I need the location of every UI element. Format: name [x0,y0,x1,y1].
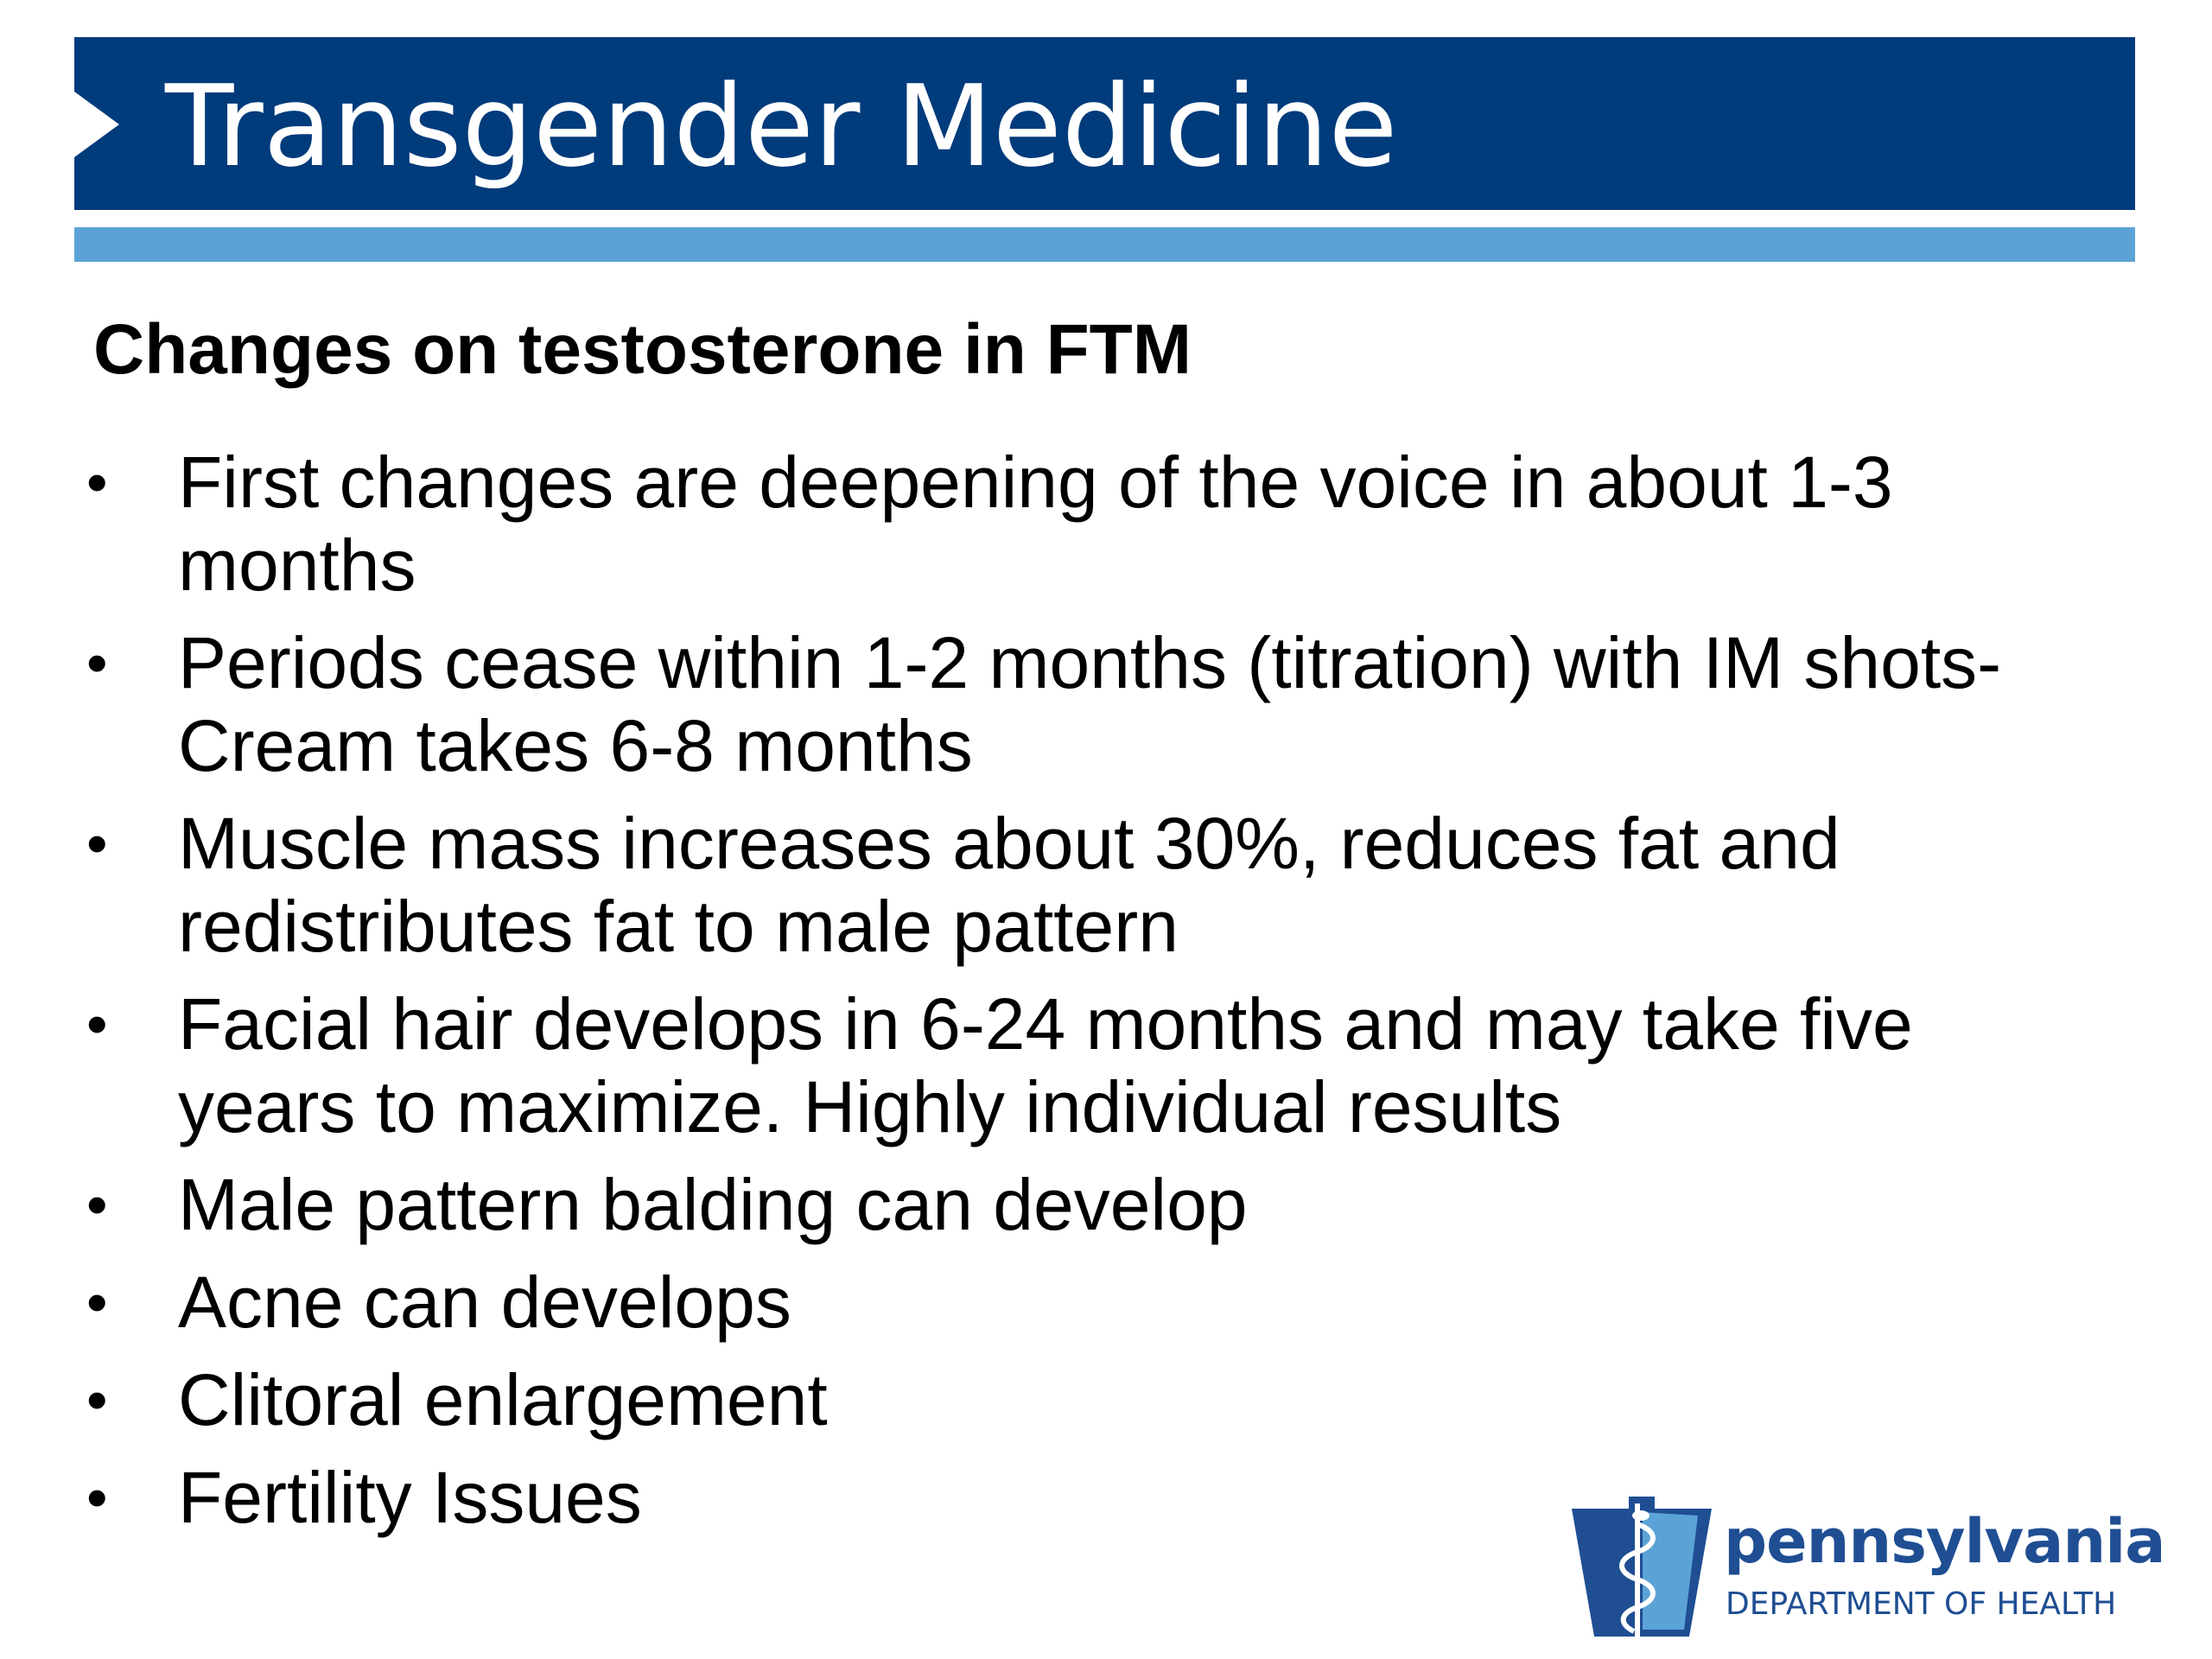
bullet-item: • Acne can develops [86,1261,2091,1344]
bullet-dot-icon: • [86,1464,108,1531]
bullet-text-line: Clitoral enlargement [178,1359,828,1440]
bullet-item: • Facial hair develops in 6-24 months and… [86,982,2091,1148]
bullet-text-line: years to maximize. Highly individual res… [178,1066,1562,1147]
slide-subtitle: Changes on testosterone in FTM [93,310,1192,389]
accent-bar [74,227,2135,262]
bullet-dot-icon: • [86,1366,108,1433]
title-arrow-icon [74,92,119,157]
bullet-text-line: Male pattern balding can develop [178,1164,1248,1245]
bullet-dot-icon: • [86,629,108,696]
bullet-list: • First changes are deepening of the voic… [86,441,2091,1554]
bullet-text-line: Cream takes 6-8 months [178,705,973,786]
bullet-text-line: Fertility Issues [178,1457,642,1538]
bullet-text-line: months [178,524,416,606]
logo-wordmark: pennsylvania [1724,1506,2165,1577]
bullet-dot-icon: • [86,1171,108,1238]
bullet-item: • Male pattern balding can develop [86,1163,2091,1246]
logo-subtitle: DEPARTMENT OF HEALTH [1726,1586,2117,1622]
bullet-text-line: First changes are deepening of the voice… [178,442,1893,523]
bullet-item: • Fertility Issues [86,1456,2091,1539]
slide-title: Transgender Medicine [165,60,1398,192]
bullet-item: • Periods cease within 1-2 months (titrat… [86,621,2091,787]
bullet-dot-icon: • [86,448,108,516]
bullet-item: • Muscle mass increases about 30%, reduce… [86,802,2091,968]
bullet-text-line: Facial hair develops in 6-24 months and … [178,983,1913,1065]
bullet-dot-icon: • [86,810,108,877]
bullet-text-line: Muscle mass increases about 30%, reduces… [178,803,1840,884]
bullet-item: • First changes are deepening of the voic… [86,441,2091,607]
bullet-dot-icon: • [86,990,108,1058]
bullet-text-line: redistributes fat to male pattern [178,886,1179,967]
bullet-text-line: Periods cease within 1-2 months (titrati… [178,622,2002,703]
bullet-item: • Clitoral enlargement [86,1358,2091,1441]
bullet-dot-icon: • [86,1268,108,1336]
title-bar: Transgender Medicine [74,37,2135,210]
keystone-caduceus-icon [1572,1497,1712,1638]
pa-health-logo: pennsylvania DEPARTMENT OF HEALTH [1568,1493,2165,1640]
bullet-text-line: Acne can develops [178,1262,791,1343]
